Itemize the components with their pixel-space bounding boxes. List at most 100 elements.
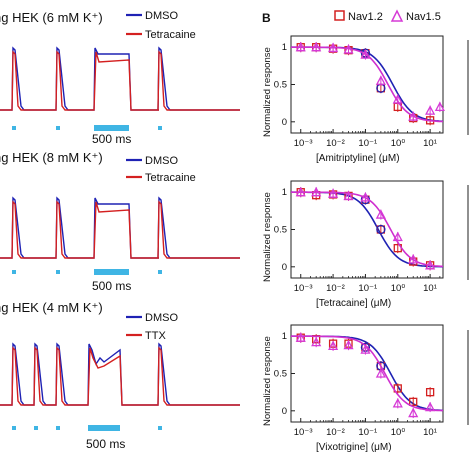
data-point-nav15 (375, 75, 386, 85)
trace-tetracaine-8mm (0, 200, 240, 259)
stim-pulse (158, 426, 162, 430)
x-axis-label: [Amitriptyline] (μM) (316, 153, 400, 164)
trace-dmso-8mm (0, 196, 240, 259)
x-tick-label: 10⁻² (326, 427, 345, 438)
panel-b-label: B (262, 11, 271, 25)
stim-pulse (56, 270, 60, 274)
legend-label-nav12: Nav1.2 (348, 11, 383, 23)
legend-label-nav15: Nav1.5 (406, 11, 441, 23)
data-point-nav15 (328, 42, 339, 53)
data-point-nav15 (343, 190, 354, 201)
x-tick-label: 10⁻¹ (358, 283, 377, 294)
trace-title-4mm: ng HEK (4 mM K⁺) (0, 300, 103, 315)
y-tick-label: 0 (282, 117, 287, 128)
stim-pulse (12, 126, 16, 130)
x-tick-label: 10⁰ (391, 427, 406, 438)
trace-dmso-6mm (0, 46, 240, 111)
scale-bar-label-6mm: 500 ms (92, 132, 131, 146)
data-point-nav15 (360, 344, 371, 354)
panel-a: ng HEK (6 mM K⁺) DMSO Tetracaine 500 ms … (0, 10, 240, 451)
stim-pulse (12, 270, 16, 274)
data-point-nav15 (425, 105, 436, 115)
data-point-nav15 (311, 336, 322, 347)
y-axis-label: Normalized response (262, 336, 273, 426)
data-point-nav15 (311, 186, 322, 197)
stim-pulse (12, 426, 16, 430)
legend-label-tetracaine-6mm: Tetracaine (145, 29, 196, 41)
trace-title-6mm: ng HEK (6 mM K⁺) (0, 10, 103, 25)
x-tick-label: 10⁻¹ (358, 427, 377, 438)
x-tick-label: 10⁻³ (294, 427, 313, 438)
data-point-nav15 (311, 41, 322, 52)
panel-b: B Nav1.2 Nav1.5 10⁻³ 10⁻² 10⁻¹ 10⁰ 10¹ 0 0.5 1 [… (262, 9, 469, 453)
x-axis-label: [Vixotrigine] (μM) (316, 442, 392, 453)
y-tick-label: 1 (282, 331, 287, 342)
data-point-nav15 (295, 41, 306, 52)
legend-label-dmso-4mm: DMSO (145, 312, 178, 324)
dose-response-tetracaine: 10⁻³ 10⁻² 10⁻¹ 10⁰ 10¹ 0 0.5 1 [Tetracaine] (μM)… (262, 180, 444, 309)
data-point-nav15 (295, 332, 306, 342)
stim-pulse (56, 426, 60, 430)
data-point-nav15 (434, 101, 445, 112)
fit-curve-nav15 (291, 335, 444, 412)
data-point-nav15 (343, 339, 354, 350)
stim-bars-4mm (12, 425, 162, 431)
data-point-circle (376, 224, 386, 235)
data-point-nav15 (425, 401, 436, 412)
x-tick-label: 10⁻³ (294, 138, 313, 149)
stim-scale-bar (88, 425, 120, 431)
dose-response-vixotrigine: 10⁻³ 10⁻² 10⁻¹ 10⁰ 10¹ 0 0.5 1 [Vixotrigine] (μM… (262, 324, 444, 453)
x-tick-label: 10⁻² (326, 283, 345, 294)
data-point-nav15 (392, 231, 403, 242)
stim-bars-8mm (12, 269, 162, 275)
data-point-nav15 (408, 407, 419, 418)
x-tick-label: 10¹ (423, 138, 437, 149)
stim-bars-6mm (12, 125, 162, 131)
y-tick-label: 0.5 (274, 80, 287, 91)
scale-bar-label-8mm: 500 ms (92, 279, 131, 293)
y-tick-label: 0.5 (274, 225, 287, 236)
y-tick-label: 1 (282, 42, 287, 53)
data-point-nav12 (425, 388, 435, 397)
trace-ttx-4mm (0, 346, 240, 406)
data-point-nav15 (392, 94, 403, 104)
data-point-nav15 (392, 397, 403, 408)
data-point-nav15 (295, 186, 306, 197)
legend-marker-nav15 (390, 9, 404, 22)
data-point-nav12 (409, 397, 418, 407)
legend-label-dmso-8mm: DMSO (145, 155, 178, 167)
x-tick-label: 10⁻³ (294, 283, 313, 294)
data-point-nav15 (408, 111, 419, 121)
legend-label-ttx-4mm: TTX (145, 330, 166, 342)
x-tick-label: 10⁰ (391, 138, 406, 149)
legend-marker-nav12 (334, 10, 345, 21)
data-point-nav15 (328, 340, 339, 351)
y-tick-label: 1 (282, 187, 287, 198)
y-axis-label: Normalized response (262, 47, 273, 137)
trace-panel-4mm: ng HEK (4 mM K⁺) DMSO TTX 500 ms (0, 300, 240, 451)
y-tick-label: 0 (282, 262, 287, 273)
data-point-nav15 (375, 368, 386, 378)
data-point-nav15 (328, 188, 339, 198)
data-point-nav15 (343, 44, 354, 54)
y-tick-label: 0 (282, 406, 287, 417)
trace-panel-8mm: ng HEK (8 mM K⁺) DMSO Tetracaine 500 ms (0, 150, 240, 293)
data-point-nav15 (375, 209, 386, 219)
x-tick-label: 10⁻² (326, 138, 345, 149)
trace-panel-6mm: ng HEK (6 mM K⁺) DMSO Tetracaine 500 ms (0, 10, 240, 146)
legend-label-dmso-6mm: DMSO (145, 10, 178, 22)
scale-bar-label-4mm: 500 ms (86, 437, 125, 451)
data-point-nav15 (360, 49, 371, 59)
legend-label-tetracaine-8mm: Tetracaine (145, 172, 196, 184)
x-tick-label: 10¹ (423, 283, 437, 294)
stim-scale-bar (94, 125, 129, 131)
x-tick-label: 10¹ (423, 427, 437, 438)
dose-response-amitriptyline: 10⁻³ 10⁻² 10⁻¹ 10⁰ 10¹ 0 0.5 1 [Amitriptyline] (… (262, 35, 445, 164)
stim-pulse (158, 270, 162, 274)
stim-pulse (56, 126, 60, 130)
stim-scale-bar (94, 269, 129, 275)
trace-tetracaine-6mm (0, 50, 240, 111)
data-point-nav15 (425, 259, 436, 270)
trace-title-8mm: ng HEK (8 mM K⁺) (0, 150, 103, 165)
